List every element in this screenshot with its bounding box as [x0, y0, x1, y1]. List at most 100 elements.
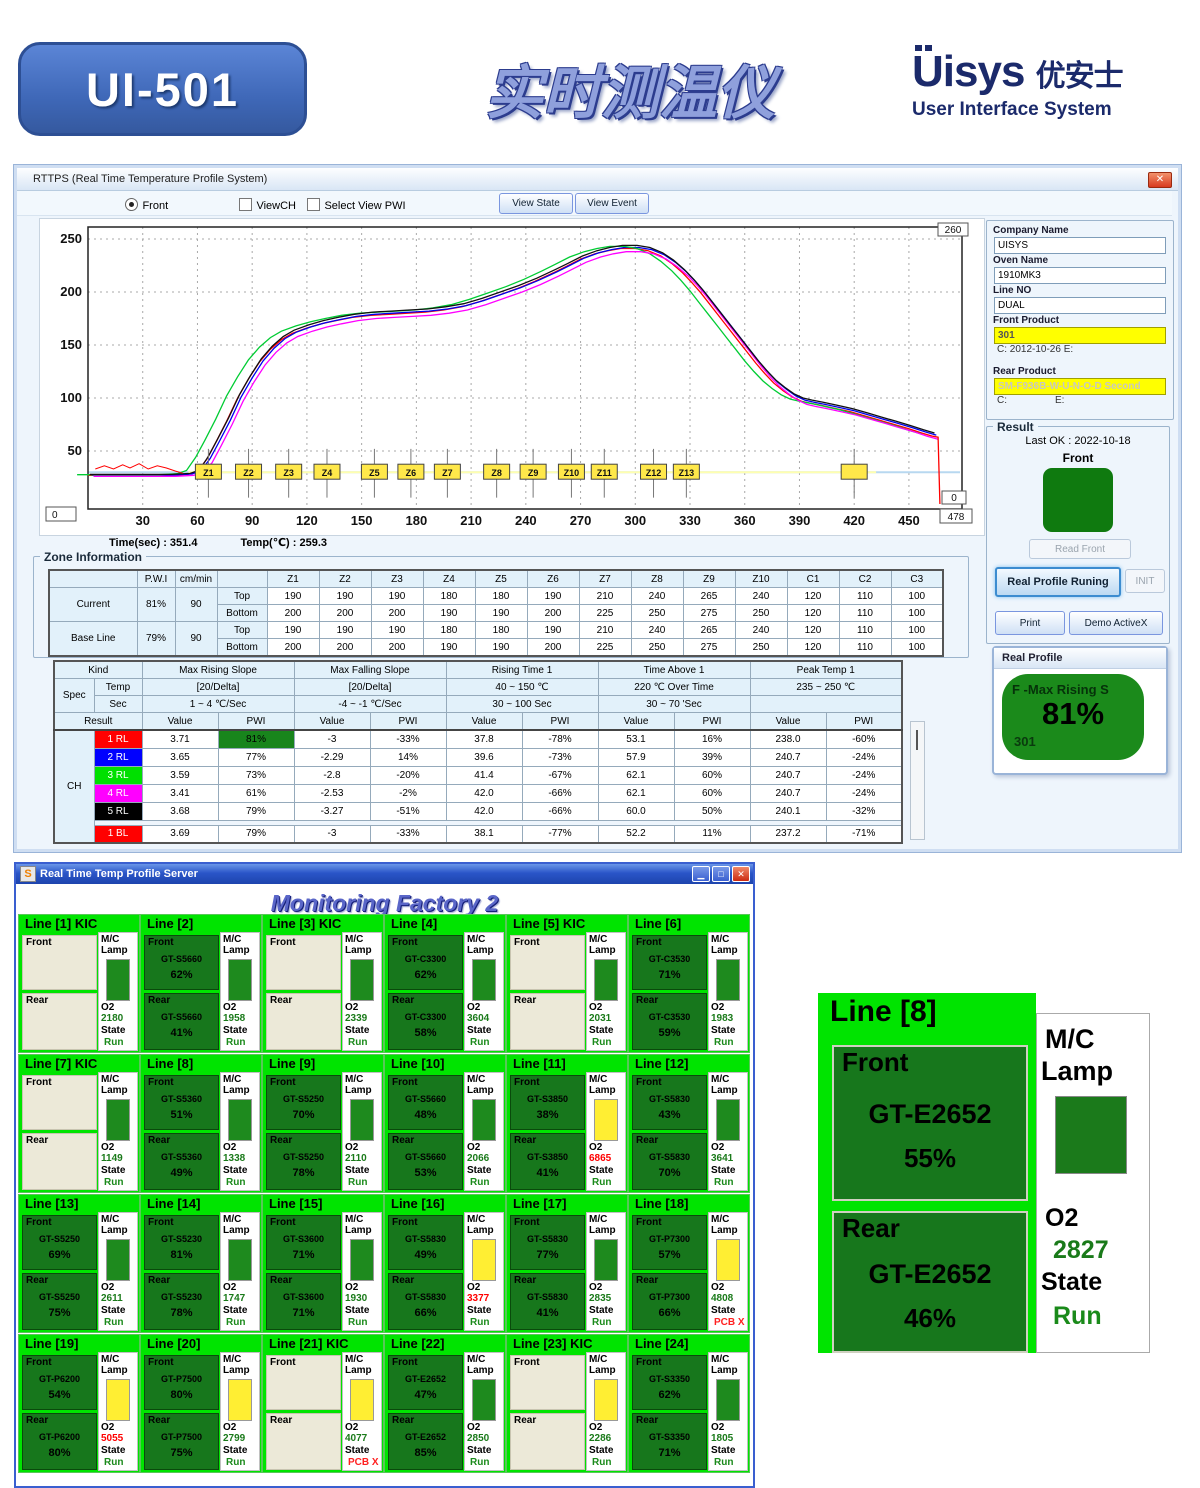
minimize-icon[interactable]: ▁: [692, 866, 710, 882]
front-label: Front: [842, 1047, 909, 1077]
maximize-icon[interactable]: □: [712, 866, 730, 882]
close-icon[interactable]: ✕: [732, 866, 750, 882]
mc-lamp-indicator: [350, 1379, 374, 1421]
line-panel[interactable]: Line [6] Front GT-C3530 71% Rear GT-C3530 59% M…: [628, 914, 750, 1053]
view-state-button[interactable]: View State: [499, 193, 573, 214]
zone-marker[interactable]: [360, 463, 388, 480]
mc-lamp-indicator: [716, 959, 740, 1001]
line-panel[interactable]: Line [9] Front GT-S5250 70% Rear GT-S5250 78% M…: [262, 1054, 384, 1193]
real-profile-titlebar[interactable]: Real Profile: [994, 648, 1166, 669]
line-panel[interactable]: Line [2] Front GT-S5660 62% Rear GT-S5660 41% M…: [140, 914, 262, 1053]
line-title: Line [5] KIC: [513, 916, 586, 931]
line-panel[interactable]: Line [7] KIC Front Rear M/C Lamp O2 1149 State R…: [18, 1054, 140, 1193]
line-panel[interactable]: Line [14] Front GT-S5230 81% Rear GT-S5230 78%…: [140, 1194, 262, 1333]
front-product-input[interactable]: 301: [994, 327, 1166, 344]
result-group: Result Last OK : 2022-10-18 Front Read F…: [986, 420, 1170, 644]
real-profile-runing-button[interactable]: Real Profile Runing: [995, 567, 1121, 597]
mc-lamp-indicator: [228, 1099, 252, 1141]
server-titlebar[interactable]: S Real Time Temp Profile Server ▁ □ ✕: [16, 864, 753, 884]
front-box: Front GT-S5660 48%: [388, 1075, 463, 1130]
radio-icon: [125, 198, 138, 211]
o2-value: 1805: [711, 1433, 734, 1444]
init-button[interactable]: INIT: [1125, 569, 1165, 593]
detail-rear-product: GT-E2652: [868, 1259, 992, 1289]
svg-text:240: 240: [515, 513, 537, 528]
zone-marker[interactable]: [672, 463, 700, 480]
front-radio[interactable]: Front: [125, 196, 168, 214]
demo-activex-button[interactable]: Demo ActiveX: [1069, 611, 1163, 635]
line-panel[interactable]: Line [15] Front GT-S3600 71% Rear GT-S3600 71%…: [262, 1194, 384, 1333]
line-title: Line [6]: [635, 916, 682, 931]
line-no-input[interactable]: DUAL: [994, 297, 1166, 314]
profile-chart[interactable]: 50 100 150 200 250 30 60 90 120 150 180 210 240 270 30…: [39, 218, 985, 536]
line-title: Line [22]: [391, 1336, 445, 1351]
line-panel[interactable]: Line [24] Front GT-S3350 62% Rear GT-S3350 71%…: [628, 1334, 750, 1473]
line-panel[interactable]: Line [16] Front GT-S5830 49% Rear GT-S5830 66%…: [384, 1194, 506, 1333]
zone-marker[interactable]: [275, 463, 303, 480]
line-panel[interactable]: Line [21] KIC Front Rear M/C Lamp O2 4077 State…: [262, 1334, 384, 1473]
detail-front-product: GT-E2652: [868, 1099, 992, 1129]
print-button[interactable]: Print: [995, 611, 1065, 635]
profile-chart-svg[interactable]: 50 100 150 200 250 30 60 90 120 150 180 210 240 270 30…: [40, 219, 982, 533]
zone-marker[interactable]: [313, 463, 341, 480]
detail-right-col: M/C Lamp O2 2827 State Run: [1036, 1013, 1150, 1353]
view-event-button[interactable]: View Event: [575, 193, 649, 214]
line-panel[interactable]: Line [11] Front GT-S3850 38% Rear GT-S3850 41%…: [506, 1054, 628, 1193]
line-status-col: M/C Lamp O2 1338 State Run: [220, 1072, 260, 1191]
zone-marker[interactable]: [640, 463, 668, 480]
line-title: Line [15]: [269, 1196, 323, 1211]
front-box: Front: [22, 935, 97, 990]
state-value: Run: [348, 1317, 368, 1328]
o2-value: 2066: [467, 1153, 490, 1164]
rear-box: Rear GT-S5660 53%: [388, 1133, 463, 1190]
line-panel[interactable]: Line [22] Front GT-E2652 47% Rear GT-E2652 85%…: [384, 1334, 506, 1473]
spec-table-scrollbar[interactable]: [910, 721, 925, 840]
zone-marker[interactable]: [590, 463, 618, 480]
viewch-checkbox[interactable]: ViewCH: [239, 196, 296, 214]
line-panel[interactable]: Line [19] Front GT-P6200 54% Rear GT-P6200 80%…: [18, 1334, 140, 1473]
rear-product-input[interactable]: SM-F936B-W-U-N-O-D Second: [994, 378, 1166, 395]
line-panel[interactable]: Line [20] Front GT-P7500 80% Rear GT-P7500 75%…: [140, 1334, 262, 1473]
line-panel[interactable]: Line [8] Front GT-S5360 51% Rear GT-S5360 49% M…: [140, 1054, 262, 1193]
zone-marker[interactable]: [397, 463, 425, 480]
line-panel[interactable]: Line [10] Front GT-S5660 48% Rear GT-S5660 53%…: [384, 1054, 506, 1193]
line-panel[interactable]: Line [4] Front GT-C3300 62% Rear GT-C3300 58% M…: [384, 914, 506, 1053]
line-panel[interactable]: Line [17] Front GT-S5830 77% Rear GT-S5830 41%…: [506, 1194, 628, 1333]
svg-text:Z8: Z8: [491, 468, 502, 478]
o2-value: 2611: [101, 1293, 123, 1304]
zone-marker[interactable]: [840, 463, 868, 480]
line-panel[interactable]: Line [1] KIC Front Rear M/C Lamp O2 2180 State R…: [18, 914, 140, 1053]
company-name-input[interactable]: UISYS: [994, 237, 1166, 254]
line-panel[interactable]: Line [13] Front GT-S5250 69% Rear GT-S5250 75%…: [18, 1194, 140, 1333]
rear-box: Rear GT-S5830 66%: [388, 1273, 463, 1330]
zone-marker[interactable]: [194, 463, 222, 480]
line-panel[interactable]: Line [12] Front GT-S5830 43% Rear GT-S5830 70%…: [628, 1054, 750, 1193]
zone-marker[interactable]: [433, 463, 461, 480]
rear-box: Rear GT-C3530 59%: [632, 993, 707, 1050]
rear-box: Rear: [22, 1133, 97, 1190]
scrollbar-thumb[interactable]: [916, 730, 918, 750]
line8-detail-panel[interactable]: Line [8] Front GT-E2652 55% Rear GT-E265…: [818, 993, 1150, 1353]
svg-text:150: 150: [351, 513, 373, 528]
rttps-titlebar[interactable]: RTTPS (Real Time Temperature Profile Sys…: [17, 168, 1178, 191]
zone-marker[interactable]: [557, 463, 585, 480]
line-panel[interactable]: Line [18] Front GT-P7300 57% Rear GT-P7300 66%…: [628, 1194, 750, 1333]
svg-text:50: 50: [68, 443, 82, 458]
read-front-button[interactable]: Read Front: [1029, 539, 1131, 559]
svg-text:270: 270: [570, 513, 592, 528]
zone-marker[interactable]: [519, 463, 547, 480]
mc-lamp-indicator: [716, 1099, 740, 1141]
zone-marker[interactable]: [483, 463, 511, 480]
line-status-col: M/C Lamp O2 2850 State Run: [464, 1352, 504, 1471]
front-box: Front GT-C3300 62%: [388, 935, 463, 990]
select-view-pwi-checkbox[interactable]: Select View PWI: [307, 196, 406, 214]
close-icon[interactable]: ✕: [1148, 172, 1172, 188]
oven-name-input[interactable]: 1910MK3: [994, 267, 1166, 284]
zone-marker[interactable]: [235, 463, 263, 480]
line-panel[interactable]: Line [23] KIC Front Rear M/C Lamp O2 2286 State…: [506, 1334, 628, 1473]
line-title: Line [3] KIC: [269, 916, 342, 931]
line-panel[interactable]: Line [5] KIC Front Rear M/C Lamp O2 2031 State R…: [506, 914, 628, 1053]
svg-text:Z2: Z2: [243, 468, 254, 478]
line-panel[interactable]: Line [3] KIC Front Rear M/C Lamp O2 2339 State R…: [262, 914, 384, 1053]
rear-product-dates: C: E:: [997, 395, 1065, 406]
